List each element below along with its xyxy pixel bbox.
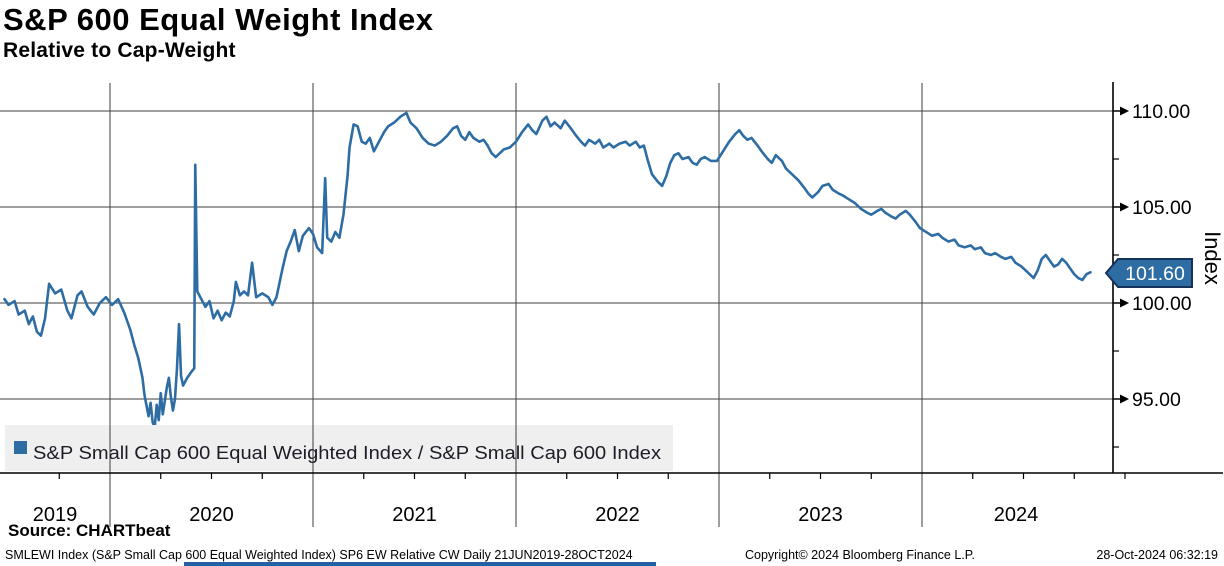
- legend-box: [5, 425, 673, 471]
- x-tick-label: 2023: [798, 504, 843, 526]
- footer-descriptor: SMLEWI Index (S&P Small Cap 600 Equal We…: [5, 548, 633, 562]
- y-axis-tick-arrow: [1120, 202, 1129, 212]
- y-axis-title: Index: [1200, 231, 1224, 285]
- footer-copyright: Copyright© 2024 Bloomberg Finance L.P.: [745, 548, 975, 562]
- x-tick-label: 2019: [33, 504, 78, 526]
- x-tick-label: 2020: [189, 504, 234, 526]
- x-tick-label: 2021: [392, 504, 437, 526]
- footer: SMLEWI Index (S&P Small Cap 600 Equal We…: [0, 548, 1224, 562]
- y-tick-label: 95.00: [1132, 389, 1181, 411]
- footer-timestamp: 28-Oct-2024 06:32:19: [1096, 548, 1218, 562]
- series-line: [3, 111, 1092, 430]
- legend-label: S&P Small Cap 600 Equal Weighted Index /…: [33, 442, 662, 463]
- y-tick-label: 105.00: [1132, 197, 1192, 219]
- legend: S&P Small Cap 600 Equal Weighted Index /…: [5, 425, 673, 471]
- source-label: Source: CHARTbeat: [8, 521, 171, 540]
- last-price-badge: [1104, 258, 1193, 288]
- y-axis-tick-arrow: [1120, 106, 1129, 116]
- legend-swatch-icon: [14, 441, 27, 454]
- bottom-accent-bar: [184, 562, 656, 566]
- last-price-value: 101.60: [1125, 263, 1185, 285]
- chart-header: S&P 600 Equal Weight Index Relative to C…: [3, 2, 433, 64]
- last-price-annotation: 101.60: [1104, 258, 1193, 288]
- x-tick-label: 2024: [994, 504, 1039, 526]
- y-axis-tick-arrow: [1120, 394, 1129, 404]
- x-tick-label: 2022: [595, 504, 640, 526]
- chart-series-layer: [3, 111, 1092, 430]
- chart-gridlines: [0, 83, 1113, 527]
- page-title: S&P 600 Equal Weight Index: [3, 2, 434, 37]
- y-axis-tick-arrow: [1120, 298, 1129, 308]
- legend-gridline-overlay: [109, 425, 517, 471]
- y-tick-label: 100.00: [1132, 293, 1192, 315]
- y-tick-label: 110.00: [1132, 101, 1190, 123]
- page-subtitle: Relative to Cap-Weight: [3, 39, 236, 62]
